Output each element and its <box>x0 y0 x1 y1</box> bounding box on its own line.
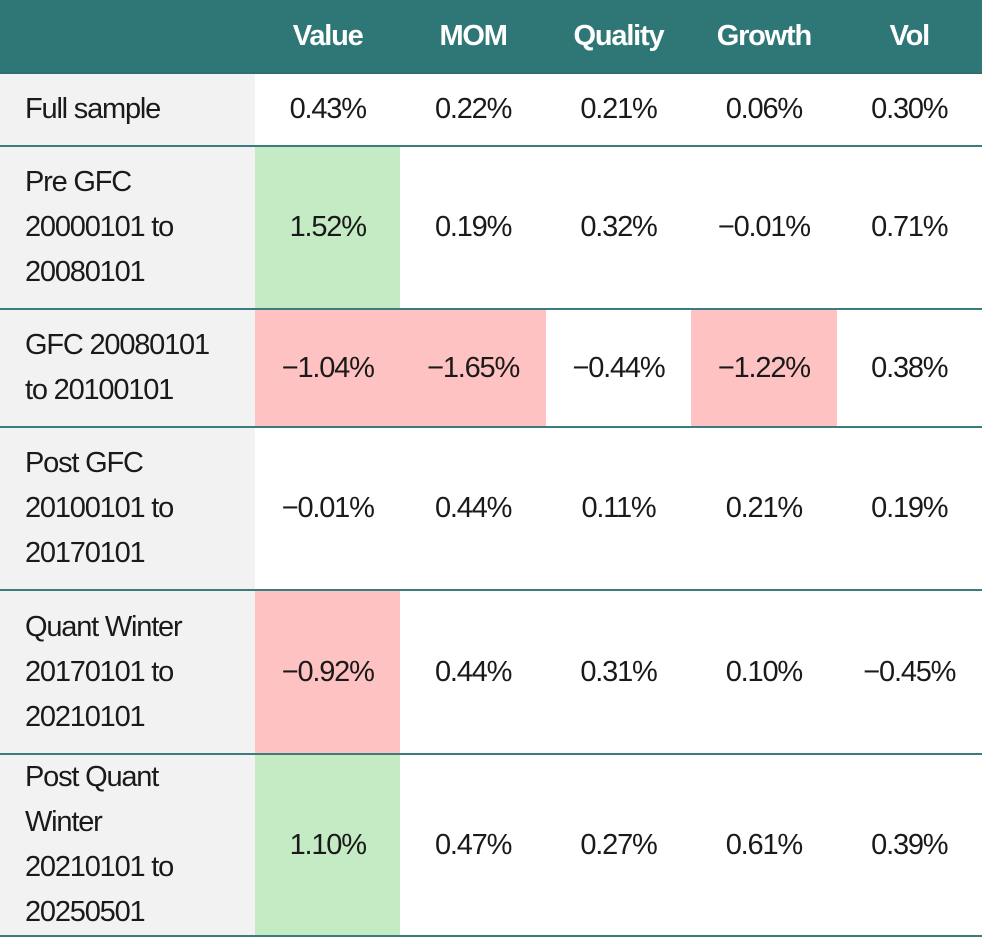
cell-value: 0.27% <box>545 754 692 937</box>
cell-value: 0.30% <box>836 73 982 147</box>
cell-value: 0.10% <box>691 590 837 755</box>
column-header: Growth <box>691 0 837 74</box>
cell-value: 0.39% <box>836 754 982 937</box>
table-row: Pre GFC 20000101 to 20080101 1.52% 0.19% 0.… <box>0 146 982 310</box>
table-row: GFC 20080101 to 20100101 −1.04% −1.65% −0.4… <box>0 309 982 428</box>
table-row: Post Quant Winter 20210101 to 20250501 1.… <box>0 754 982 937</box>
cell-value: 0.21% <box>691 427 837 591</box>
cell-value: 0.21% <box>545 73 692 147</box>
column-header: Quality <box>545 0 692 74</box>
cell-value: −0.01% <box>255 427 401 591</box>
cell-value: −0.01% <box>691 146 837 310</box>
cell-value: −1.65% <box>400 309 546 428</box>
cell-value: 0.11% <box>545 427 692 591</box>
cell-value: 1.52% <box>255 146 401 310</box>
cell-value: −1.22% <box>691 309 837 428</box>
row-label: Pre GFC 20000101 to 20080101 <box>0 146 255 310</box>
cell-value: 0.06% <box>691 73 837 147</box>
header-row: Value MOM Quality Growth Vol <box>0 0 982 74</box>
cell-value: 0.19% <box>400 146 546 310</box>
cell-value: 0.61% <box>691 754 837 937</box>
cell-value: 0.43% <box>255 73 401 147</box>
cell-value: 0.32% <box>545 146 692 310</box>
table-body: Full sample 0.43% 0.22% 0.21% 0.06% 0.30% Pre … <box>0 73 982 937</box>
row-label: Post Quant Winter 20210101 to 20250501 <box>0 754 255 937</box>
cell-value: 0.22% <box>400 73 546 147</box>
row-label: Quant Winter 20170101 to 20210101 <box>0 590 255 755</box>
column-header: MOM <box>400 0 546 74</box>
header-corner <box>0 0 255 74</box>
cell-value: 0.19% <box>836 427 982 591</box>
column-header: Value <box>255 0 401 74</box>
row-label: Full sample <box>0 73 255 147</box>
cell-value: 0.44% <box>400 427 546 591</box>
cell-value: 1.10% <box>255 754 401 937</box>
cell-value: 0.44% <box>400 590 546 755</box>
row-label: GFC 20080101 to 20100101 <box>0 309 255 428</box>
table-row: Quant Winter 20170101 to 20210101 −0.92% 0… <box>0 590 982 755</box>
cell-value: 0.38% <box>836 309 982 428</box>
cell-value: −0.92% <box>255 590 401 755</box>
row-label: Post GFC 20100101 to 20170101 <box>0 427 255 591</box>
cell-value: −0.45% <box>836 590 982 755</box>
cell-value: 0.31% <box>545 590 692 755</box>
cell-value: 0.71% <box>836 146 982 310</box>
cell-value: −1.04% <box>255 309 401 428</box>
column-header: Vol <box>836 0 982 74</box>
table-row: Full sample 0.43% 0.22% 0.21% 0.06% 0.30% <box>0 73 982 147</box>
cell-value: −0.44% <box>545 309 692 428</box>
cell-value: 0.47% <box>400 754 546 937</box>
table-row: Post GFC 20100101 to 20170101 −0.01% 0.44%… <box>0 427 982 591</box>
